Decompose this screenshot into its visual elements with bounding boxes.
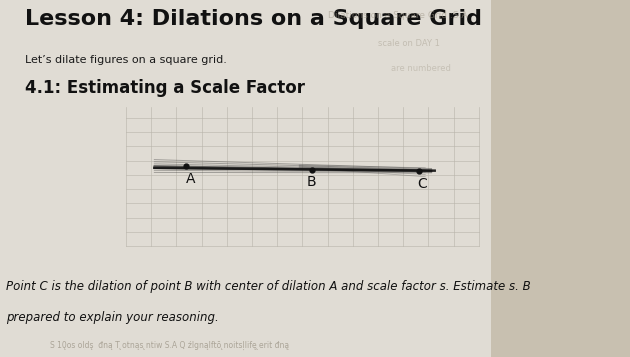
Text: C: C (417, 177, 427, 191)
Text: A: A (186, 172, 196, 186)
Text: Dilations on a Square Grid :S.A: Dilations on a Square Grid :S.A (328, 11, 467, 20)
Text: prepared to explain your reasoning.: prepared to explain your reasoning. (6, 311, 219, 323)
Text: Point C is the dilation of point B with center of dilation A and scale factor s.: Point C is the dilation of point B with … (6, 280, 531, 293)
Text: S 10̨os olds̨  đną T ̨otnąs ̨ntiw S.A Q źlgnąlftō ̨noitsļlifę ̨erit đną̨: S 10̨os olds̨ đną T ̨otnąs ̨ntiw S.A Q ź… (50, 341, 290, 350)
Text: are numbered: are numbered (391, 64, 450, 73)
Text: Let’s dilate figures on a square grid.: Let’s dilate figures on a square grid. (25, 55, 227, 65)
Text: 4.1: Estimating a Scale Factor: 4.1: Estimating a Scale Factor (25, 79, 305, 96)
Bar (0, 0, 491, 357)
Text: B: B (307, 175, 317, 189)
Text: Lesson 4: Dilations on a Square Grid: Lesson 4: Dilations on a Square Grid (25, 9, 482, 29)
Text: scale on DAY 1: scale on DAY 1 (378, 39, 440, 48)
